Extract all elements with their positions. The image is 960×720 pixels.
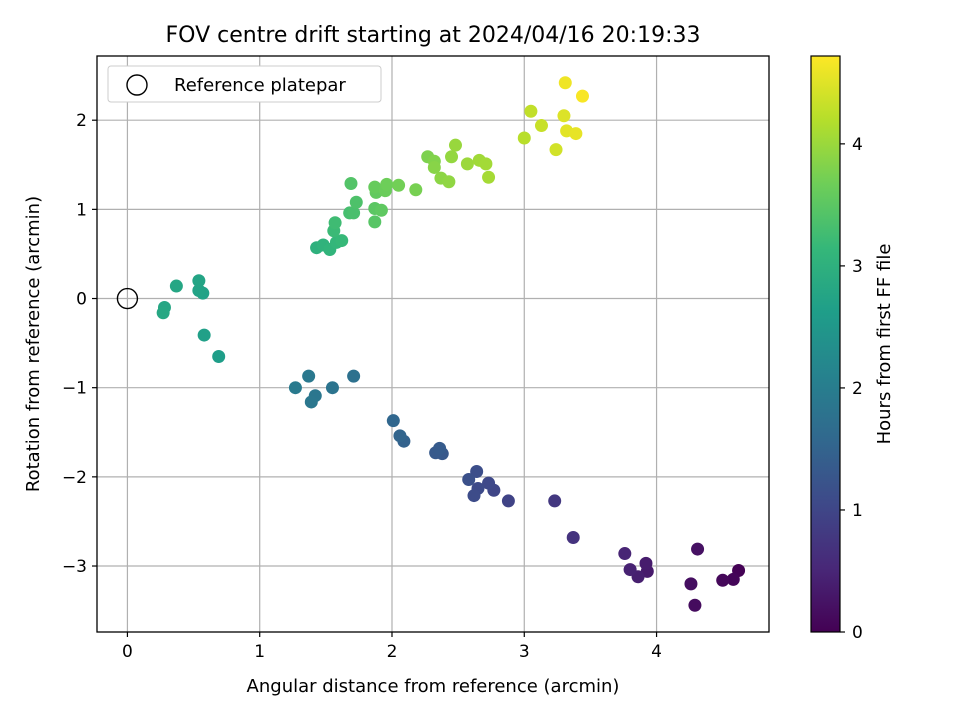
scatter-point	[344, 177, 358, 191]
scatter-point	[374, 203, 388, 217]
scatter-point	[726, 572, 740, 586]
scatter-point	[482, 170, 496, 184]
axis-ticks: 0 1 2 3 4 −3 −2 −1 0 1 2	[62, 111, 662, 662]
scatter-point	[639, 556, 653, 570]
scatter-point	[558, 76, 572, 90]
scatter-point	[347, 206, 361, 220]
scatter-point	[575, 89, 589, 103]
x-tick-label: 1	[254, 642, 265, 662]
colorbar-tick-label: 2	[852, 379, 863, 399]
x-tick-label: 2	[387, 642, 398, 662]
scatter-point	[688, 598, 702, 612]
scatter-point	[169, 279, 183, 293]
scatter-point	[368, 215, 382, 229]
chart-title: FOV centre drift starting at 2024/04/16 …	[166, 23, 701, 48]
scatter-point	[716, 573, 730, 587]
scatter-point	[197, 328, 211, 342]
x-axis-label: Angular distance from reference (arcmin)	[247, 676, 620, 697]
scatter-point	[433, 441, 447, 455]
scatter-point	[569, 127, 583, 141]
scatter-point	[557, 109, 571, 123]
scatter-point	[368, 180, 382, 194]
colorbar-tick-label: 0	[852, 623, 863, 643]
scatter-point	[691, 542, 705, 556]
scatter-point	[386, 414, 400, 428]
scatter-point	[462, 473, 476, 487]
scatter-point	[470, 465, 484, 479]
scatter-point	[448, 138, 462, 152]
scatter-point	[442, 175, 456, 189]
scatter-point	[482, 476, 496, 490]
colorbar-tick-label: 3	[852, 257, 863, 277]
legend-reference-marker	[126, 74, 148, 96]
y-tick-label: −1	[62, 379, 87, 399]
y-tick-label: −2	[62, 468, 87, 488]
colorbar-tick-label: 4	[852, 135, 863, 155]
scatter-point	[288, 381, 302, 395]
scatter-point	[549, 143, 563, 157]
scatter-point	[460, 157, 474, 171]
scatter-point	[548, 494, 562, 508]
colorbar-ticks: 0 1 2 3 4	[840, 135, 863, 643]
legend: Reference platepar	[107, 65, 382, 103]
plot-frame	[96, 55, 770, 633]
scatter-point	[192, 274, 206, 288]
scatter-points	[116, 76, 746, 612]
scatter-point	[328, 216, 342, 230]
scatter-point	[618, 547, 632, 561]
scatter-point	[380, 177, 394, 191]
x-tick-label: 3	[519, 642, 530, 662]
scatter-point	[325, 381, 339, 395]
y-tick-label: 1	[76, 200, 87, 220]
y-tick-label: 2	[76, 111, 87, 131]
x-tick-label: 0	[122, 642, 133, 662]
scatter-point	[524, 104, 538, 118]
scatter-point	[623, 563, 637, 577]
scatter-point	[304, 395, 318, 409]
reference-platepar-marker	[116, 287, 139, 310]
scatter-point	[349, 195, 363, 209]
scatter-point	[534, 119, 548, 133]
legend-entry-reference: Reference platepar	[174, 75, 346, 96]
scatter-point	[409, 183, 423, 197]
x-tick-label: 4	[651, 642, 662, 662]
scatter-point	[392, 178, 406, 192]
scatter-point	[156, 306, 170, 320]
scatter-point	[393, 429, 407, 443]
scatter-point	[192, 284, 206, 298]
scatter-point	[501, 494, 515, 508]
y-axis-label: Rotation from reference (arcmin)	[23, 196, 44, 492]
scatter-point	[445, 150, 459, 164]
grid-lines	[97, 56, 769, 632]
scatter-point	[347, 369, 361, 383]
scatter-point	[479, 157, 493, 171]
legend-box	[107, 65, 382, 103]
scatter-point	[427, 160, 441, 174]
scatter-point	[335, 234, 349, 248]
scatter-point	[467, 489, 481, 503]
colorbar: 0 1 2 3 4 Hours from first FF file	[810, 55, 895, 643]
scatter-point	[212, 349, 226, 363]
scatter-point	[517, 131, 531, 145]
colorbar-tick-label: 1	[852, 501, 863, 521]
scatter-point	[566, 530, 580, 544]
scatter-point	[302, 369, 316, 383]
colorbar-label: Hours from first FF file	[874, 244, 895, 445]
scatter-point	[684, 577, 698, 591]
y-tick-label: −3	[62, 557, 87, 577]
y-tick-label: 0	[76, 290, 87, 310]
colorbar-gradient	[810, 55, 841, 633]
